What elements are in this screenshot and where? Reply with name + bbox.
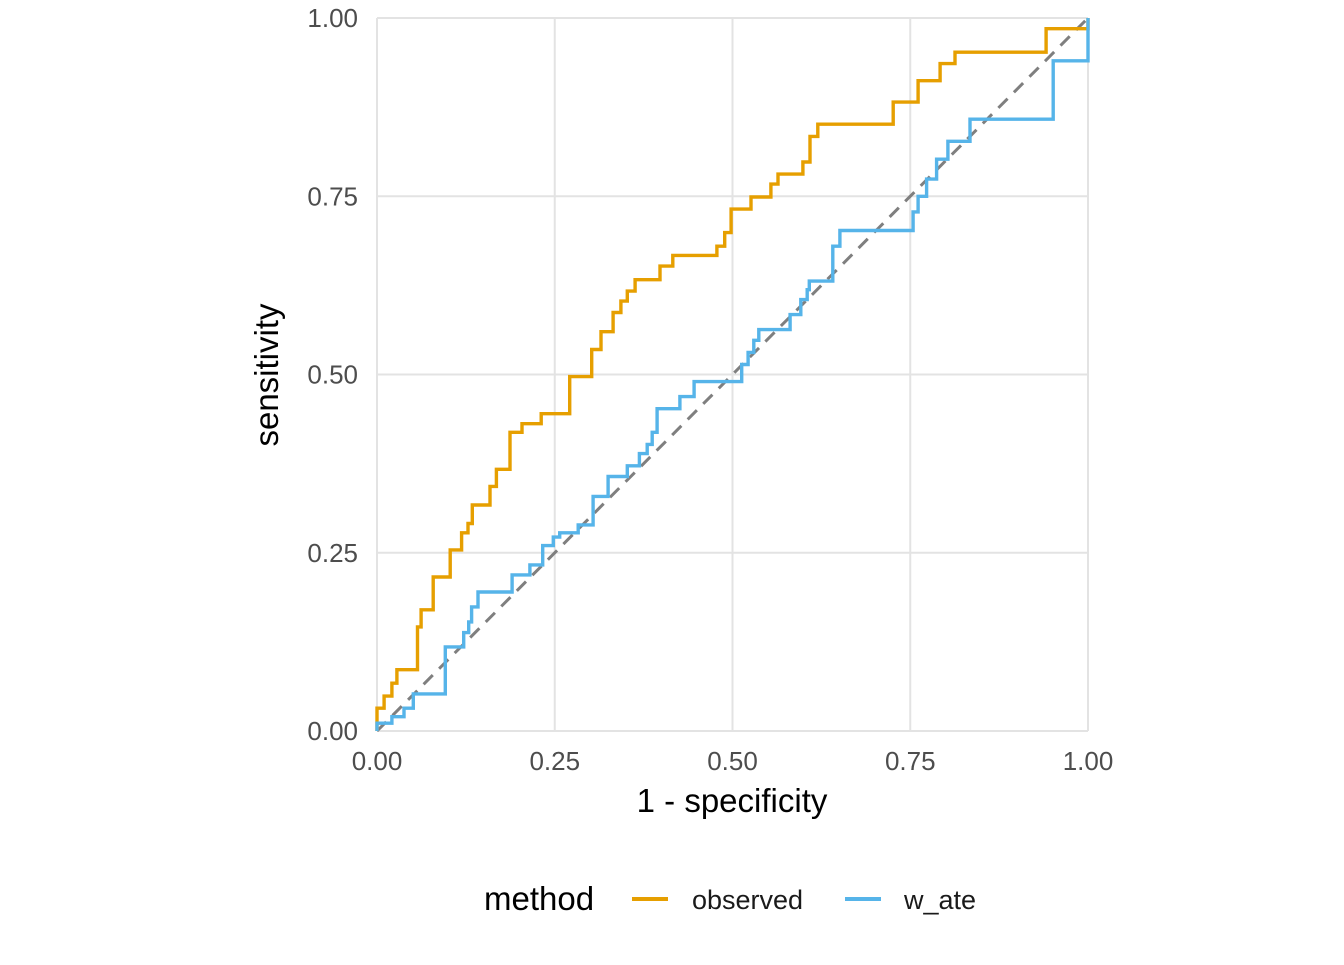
x-tick-label: 0.25 [529,746,580,776]
roc-curve-observed [375,18,1090,731]
y-axis-title: sensitivity [248,303,285,447]
x-axis-title: 1 - specificity [637,782,828,819]
gridlines [376,17,1089,732]
x-axis-tick-labels: 0.00 0.25 0.50 0.75 1.00 [352,746,1114,776]
legend: method observed w_ate [484,880,976,917]
roc-curve-w-ate [375,18,1090,731]
x-tick-label: 0.50 [707,746,758,776]
y-tick-label: 0.25 [307,538,358,568]
y-tick-label: 0.50 [307,360,358,390]
legend-label-observed: observed [692,885,803,915]
legend-label-w-ate: w_ate [903,885,976,915]
x-tick-label: 1.00 [1063,746,1114,776]
y-tick-label: 0.75 [307,181,358,211]
x-tick-label: 0.00 [352,746,403,776]
y-axis-tick-labels: 0.00 0.25 0.50 0.75 1.00 [307,3,358,746]
x-tick-label: 0.75 [885,746,936,776]
legend-title: method [484,880,594,917]
y-tick-label: 1.00 [307,3,358,33]
y-tick-label: 0.00 [307,716,358,746]
